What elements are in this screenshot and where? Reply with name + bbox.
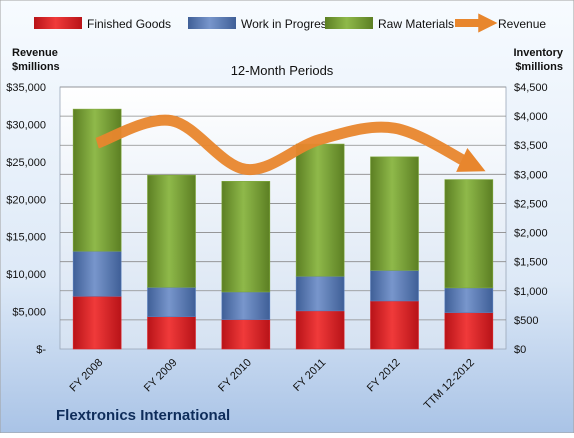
bar-work-in-progress-fy-2011 xyxy=(295,275,345,312)
bar-raw-materials-fy-2009 xyxy=(147,174,196,288)
right-tick-label: $3,500 xyxy=(514,140,548,152)
right-tick-label: $1,500 xyxy=(514,257,548,269)
revenue-line-group xyxy=(95,114,486,175)
gridlines xyxy=(60,86,506,321)
right-axis-title-line1: Inventory xyxy=(513,47,563,59)
bar-work-in-progress-fy-2008 xyxy=(72,250,122,297)
legend-label-revenue: Revenue xyxy=(498,17,546,31)
left-tick-label: $30,000 xyxy=(6,119,46,131)
legend-label-finished-goods: Finished Goods xyxy=(87,17,171,31)
right-axis-ticks: $0 $500 $1,000 $1,500 $2,000 $2,500 $3,000 $3,5… xyxy=(514,82,548,356)
legend-swatch-finished-goods xyxy=(34,17,82,29)
right-tick-label: $4,000 xyxy=(514,111,548,123)
bar-raw-materials-fy-2010 xyxy=(221,181,271,293)
bar-raw-materials-fy-2012 xyxy=(370,156,419,271)
bars-group xyxy=(72,108,494,350)
bar-finished-goods-fy-2010 xyxy=(221,319,271,350)
legend-label-work-in-progress: Work in Progress xyxy=(241,17,333,31)
right-tick-label: $0 xyxy=(514,344,526,356)
left-tick-label: $10,000 xyxy=(6,269,46,281)
right-axis-title-line2: $millions xyxy=(515,61,563,73)
legend-swatch-raw-materials xyxy=(325,17,373,29)
bar-finished-goods-ttm-12-2012 xyxy=(444,312,494,350)
right-tick-label: $2,500 xyxy=(514,198,548,210)
right-tick-label: $1,000 xyxy=(514,286,548,298)
left-tick-label: $20,000 xyxy=(6,194,46,206)
bar-raw-materials-ttm-12-2012 xyxy=(444,179,494,289)
chart-subtitle: 12-Month Periods xyxy=(231,63,334,78)
legend: Finished Goods Work in Progress Raw Mate… xyxy=(34,13,546,33)
left-tick-label: $- xyxy=(36,344,46,356)
bar-finished-goods-fy-2008 xyxy=(72,296,122,350)
right-tick-label: $500 xyxy=(514,315,538,327)
bar-finished-goods-fy-2012 xyxy=(370,300,419,350)
legend-swatch-work-in-progress xyxy=(188,17,236,29)
left-axis-title-line1: Revenue xyxy=(12,47,58,59)
bar-finished-goods-fy-2009 xyxy=(147,316,196,350)
right-tick-label: $2,000 xyxy=(514,228,548,240)
bar-finished-goods-fy-2011 xyxy=(295,310,345,350)
left-axis-title-line2: $millions xyxy=(12,61,60,73)
left-tick-label: $35,000 xyxy=(6,82,46,94)
bar-work-in-progress-fy-2012 xyxy=(370,270,419,302)
bar-work-in-progress-fy-2009 xyxy=(147,286,196,317)
left-axis-ticks: $- $5,000 $10,000 $15,000 $20,000 $25,000 $30,… xyxy=(6,82,46,356)
right-tick-label: $4,500 xyxy=(514,82,548,94)
company-name: Flextronics International xyxy=(56,407,230,424)
left-tick-label: $5,000 xyxy=(12,307,46,319)
right-tick-label: $3,000 xyxy=(514,169,548,181)
legend-label-raw-materials: Raw Materials xyxy=(378,17,454,31)
bar-work-in-progress-fy-2010 xyxy=(221,291,271,320)
bar-raw-materials-fy-2011 xyxy=(295,143,345,277)
left-tick-label: $25,000 xyxy=(6,157,46,169)
left-tick-label: $15,000 xyxy=(6,232,46,244)
revenue-line xyxy=(95,114,486,175)
bar-work-in-progress-ttm-12-2012 xyxy=(444,287,494,313)
